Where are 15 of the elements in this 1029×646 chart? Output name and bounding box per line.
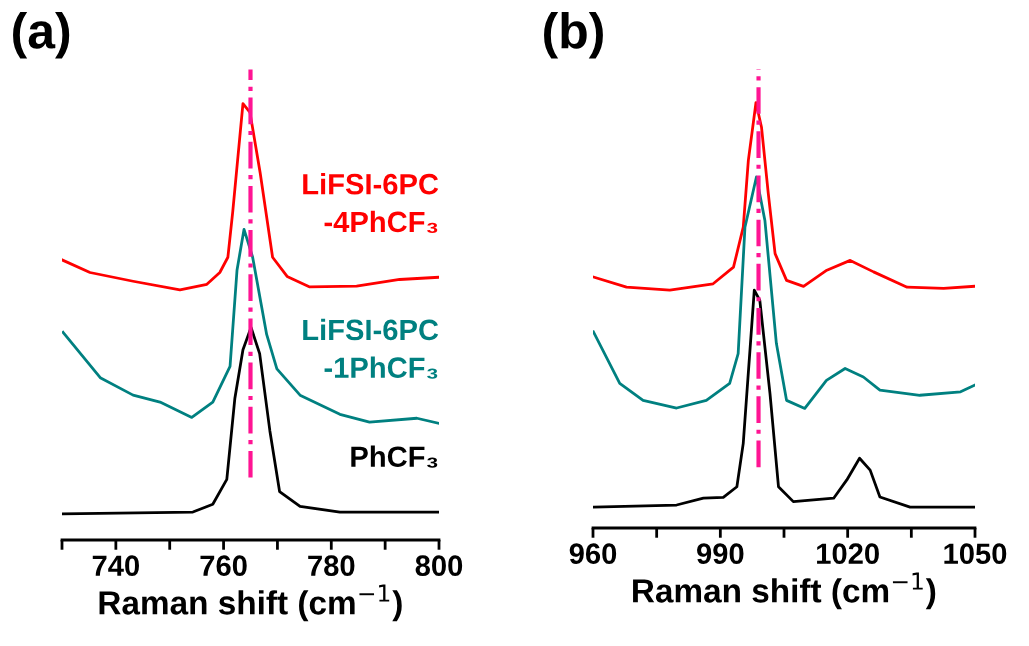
chart-title: (a) [13,12,70,59]
x-tick-label: 800 [415,555,463,577]
x-tick-label: 990 [697,543,744,565]
series-label: LiFSI-6PC -1PhCF₃ [303,318,439,379]
x-tick-label: 1050 [944,543,1007,565]
x-tick-label: 960 [569,543,617,565]
series-label: LiFSI-6PC -4PhCF₃ [303,173,439,234]
x-tick-label: 780 [308,555,355,577]
chart-title: (b) [544,12,603,59]
x-tick-label: 760 [200,555,247,577]
x-tick-label: 1020 [817,543,879,565]
x-tick-label: 740 [92,555,139,577]
series-label: PhCF₃ [351,445,438,468]
x-axis-title: Raman shift (cm$^{−1}$) [633,572,936,610]
x-axis-title: Raman shift (cm$^{−1}$) [99,584,402,622]
